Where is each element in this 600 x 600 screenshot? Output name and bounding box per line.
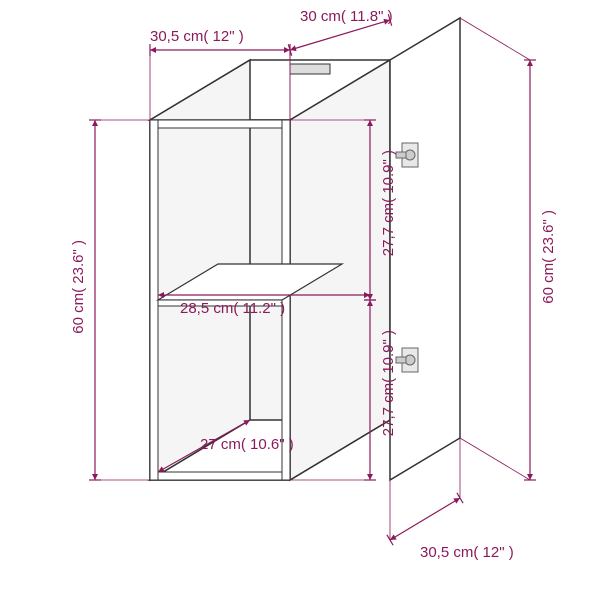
dim-bottom-depth-label: 27 cm( 10.6" ) [200, 436, 294, 453]
dim-left-label: 60 cm( 23.6" ) [70, 240, 87, 334]
dim-right-label: 60 cm( 23.6" ) [540, 210, 557, 304]
dim-upper-interior-label: 27,7 cm( 10.9" ) [380, 150, 397, 256]
dim-top-left-label: 30,5 cm( 12" ) [150, 28, 244, 45]
dim-shelf-label: 28,5 cm( 11.2" ) [180, 300, 285, 317]
cabinet-diagram [0, 0, 600, 600]
dim-top-right-label: 30 cm( 11.8" ) [300, 8, 393, 25]
dim-door-width-label: 30,5 cm( 12" ) [420, 544, 514, 561]
dim-lower-interior-label: 27,7 cm( 10.9" ) [380, 330, 397, 436]
